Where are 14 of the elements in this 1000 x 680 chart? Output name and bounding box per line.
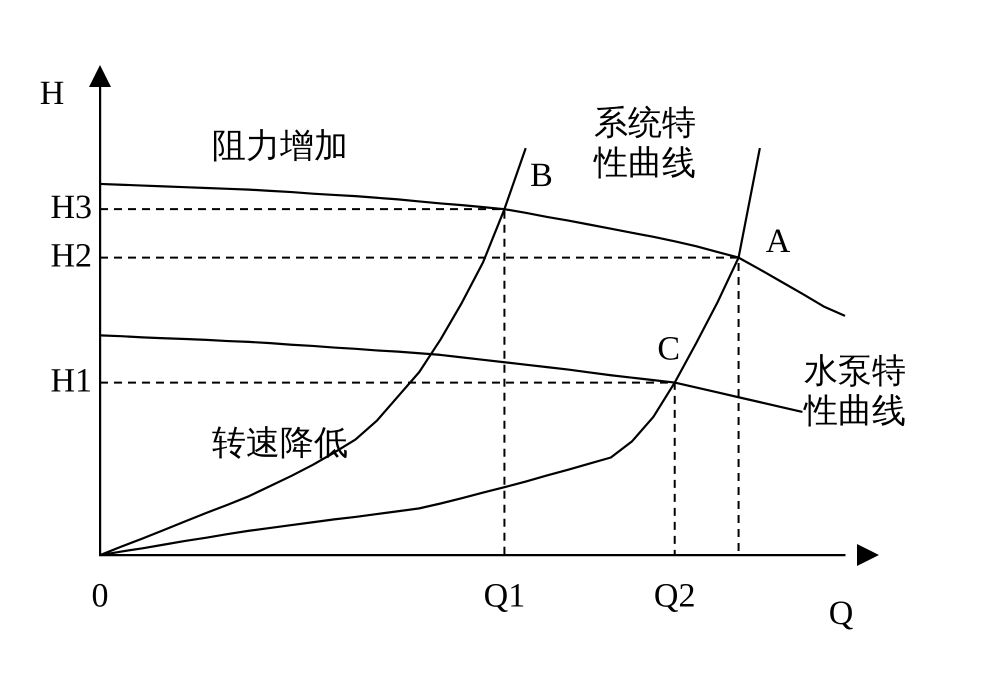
y-axis-title: H [40, 74, 64, 112]
annotation: A [766, 222, 791, 260]
annotation: 阻力增加 [212, 128, 348, 165]
ref-line-label: H1 [50, 362, 92, 400]
annotation: 系统特性曲线 [593, 104, 696, 182]
annotation: B [530, 157, 553, 194]
annotation: C [657, 330, 680, 368]
x-tick-label: Q1 [484, 578, 526, 615]
annotation: 水泵特性曲线 [803, 352, 906, 430]
x-tick-label: 0 [92, 578, 108, 615]
x-tick-label: Q2 [654, 578, 696, 615]
x-axis-title: Q [828, 595, 854, 632]
ref-line-label: H3 [50, 189, 92, 226]
ref-line-label: H2 [50, 238, 92, 275]
